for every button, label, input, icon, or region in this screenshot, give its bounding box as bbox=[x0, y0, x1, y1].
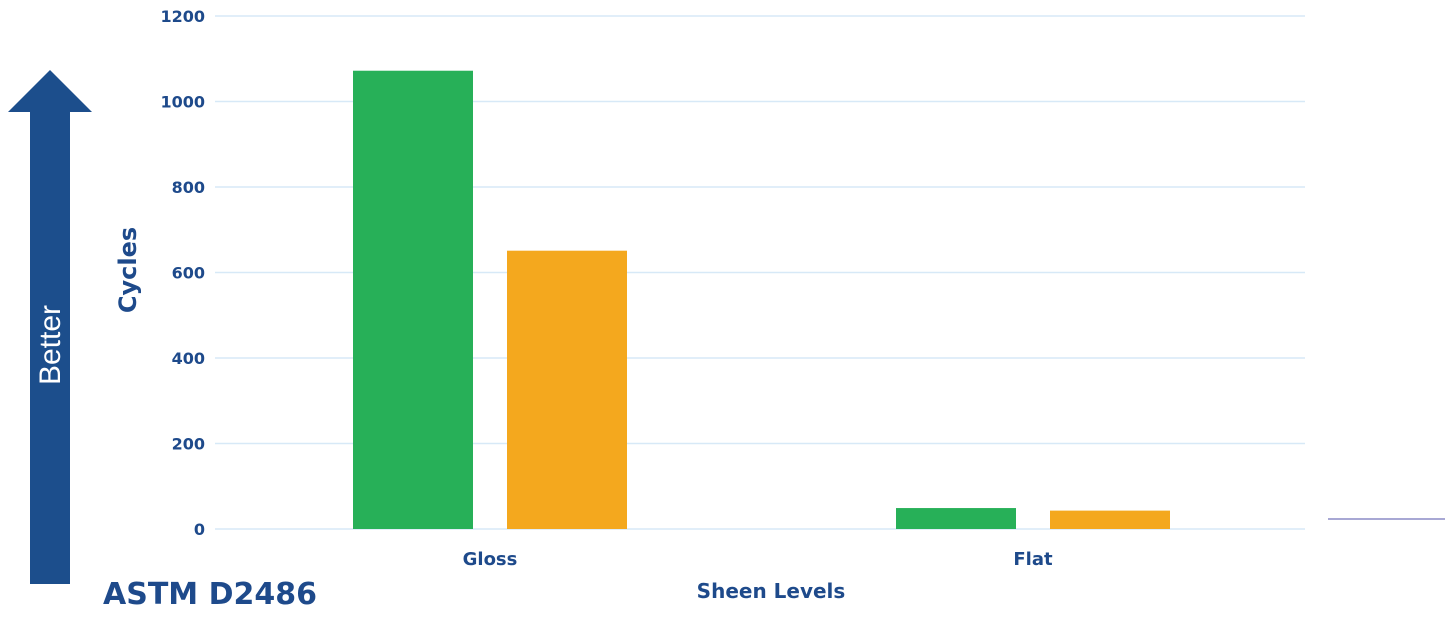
y-axis-title: Cycles bbox=[114, 227, 142, 313]
bar-flat-series-2 bbox=[1050, 510, 1170, 529]
y-tick-label: 1200 bbox=[160, 7, 205, 26]
y-tick-label: 600 bbox=[172, 264, 205, 283]
y-tick-label: 200 bbox=[172, 435, 205, 454]
x-category-label: Gloss bbox=[463, 549, 518, 570]
x-category-labels: Gloss Flat bbox=[463, 549, 1053, 570]
y-tick-label: 1000 bbox=[160, 93, 205, 112]
bar-flat-series-1 bbox=[896, 508, 1016, 529]
arrow-up-icon bbox=[8, 70, 92, 584]
y-tick-label: 800 bbox=[172, 178, 205, 197]
y-tick-label: 0 bbox=[194, 520, 205, 539]
y-tick-label: 400 bbox=[172, 349, 205, 368]
x-axis-title: Sheen Levels bbox=[697, 579, 846, 603]
y-tick-labels: 0 200 400 600 800 1000 1200 bbox=[160, 7, 205, 539]
better-label: Better bbox=[34, 305, 67, 385]
bar-gloss-series-2 bbox=[507, 250, 627, 529]
bar-gloss-series-1 bbox=[353, 70, 473, 529]
bars bbox=[353, 70, 1170, 529]
x-category-label: Flat bbox=[1013, 549, 1053, 570]
standard-label: ASTM D2486 bbox=[103, 577, 317, 612]
better-arrow: Better bbox=[8, 70, 92, 584]
